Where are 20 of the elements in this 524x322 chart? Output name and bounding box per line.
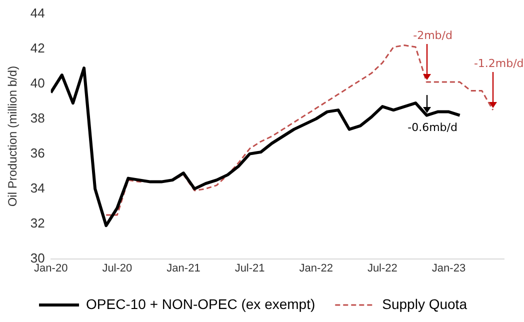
y-tick-label: 38 [30,110,45,126]
y-tick-label: 40 [30,75,45,90]
y-tick-label: 32 [30,215,45,230]
y-tick-label: 42 [30,40,45,56]
annotation: -1.2mb/d [474,57,524,70]
x-tick-label: Jan-22 [299,262,333,274]
x-tick-label: Jul-20 [102,262,132,274]
x-tick-label: Jul-22 [367,262,398,274]
annotation: -0.6mb/d [408,121,458,134]
annotation: -2mb/d [413,29,452,42]
y-tick-label: 44 [30,5,45,20]
y-axis-title: Oil Production (million b/d) [6,66,20,207]
x-tick-label: Jan-21 [166,262,200,274]
legend-label: OPEC-10 + NON-OPEC (ex exempt) [86,296,316,312]
x-tick-label: Jul-21 [234,262,265,274]
x-tick-label: Jan-23 [432,262,466,274]
y-tick-label: 36 [30,145,45,160]
legend-label: Supply Quota [382,296,468,312]
x-tick-label: Jan-20 [34,262,68,274]
y-tick-label: 34 [30,180,45,196]
